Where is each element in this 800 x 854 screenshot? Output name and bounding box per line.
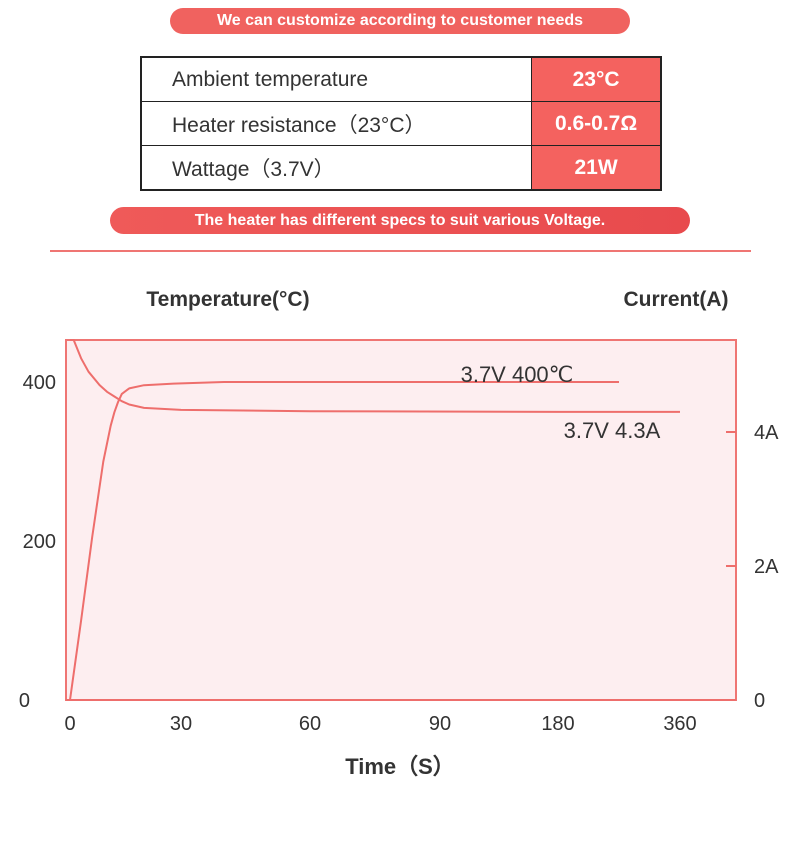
series-layer — [69, 339, 680, 701]
y2-tick-label: 0 — [754, 690, 765, 712]
x-tick-label: 180 — [541, 713, 574, 735]
y-tick-label: 0 — [19, 690, 30, 712]
temperature-series-line — [69, 381, 619, 701]
spec-label: Ambient temperature — [140, 56, 533, 102]
y-tick-label: 400 — [23, 372, 56, 394]
y-tick-label: 200 — [23, 531, 56, 553]
spec-value: 23°C — [531, 56, 662, 102]
x-tick-label: 90 — [429, 713, 451, 735]
banner-voltage: The heater has different specs to suit v… — [110, 207, 690, 234]
plot-area — [65, 339, 737, 701]
x-tick-label: 0 — [64, 713, 75, 735]
series-label-temperature: 3.7V 400℃ — [461, 362, 574, 387]
y2-tick-label: 2A — [754, 556, 779, 578]
divider — [50, 250, 751, 252]
x-axis-label: Time（S） — [345, 754, 455, 779]
y-axis-label: Temperature(°C) — [146, 288, 309, 311]
table-row: Ambient temperature 23°C — [140, 56, 662, 102]
specs-table: Ambient temperature 23°C Heater resistan… — [140, 56, 662, 191]
spec-value: 0.6-0.7Ω — [531, 101, 662, 146]
y2-tick-label: 4A — [754, 422, 779, 444]
banner-customize: We can customize according to customer n… — [170, 8, 630, 34]
table-row: Wattage（3.7V） 21W — [140, 145, 662, 191]
x-tick-label: 360 — [663, 713, 696, 735]
ticks-layer: 0 30 60 90 180 360 0 200 400 0 2A 4A — [19, 372, 779, 735]
x-tick-label: 60 — [299, 713, 321, 735]
spec-label: Wattage（3.7V） — [140, 145, 533, 191]
x-tick-label: 30 — [170, 713, 192, 735]
temperature-current-chart: 0 30 60 90 180 360 0 200 400 0 2A 4A Temperature(°C… — [19, 288, 779, 779]
spec-label: Heater resistance（23°C） — [140, 101, 533, 146]
spec-value: 21W — [531, 145, 662, 191]
series-label-current: 3.7V 4.3A — [564, 418, 661, 443]
current-series-line — [70, 339, 680, 413]
table-row: Heater resistance（23°C） 0.6-0.7Ω — [140, 101, 662, 146]
y2-axis-label: Current(A) — [624, 288, 729, 311]
